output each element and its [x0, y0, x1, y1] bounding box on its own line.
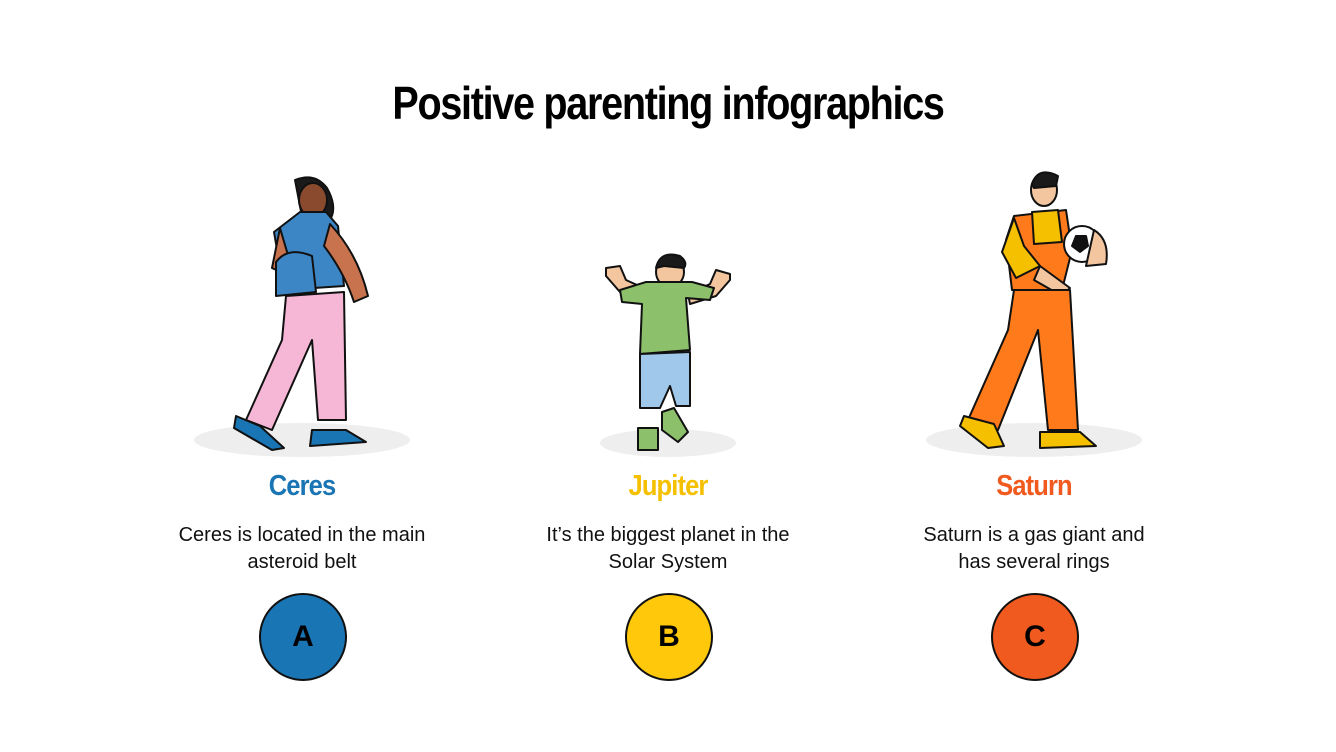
- man-figure: [959, 171, 1108, 449]
- title: Positive parenting infographics: [392, 77, 945, 129]
- item-letter: B: [625, 593, 713, 681]
- item-name: Saturn: [996, 470, 1072, 502]
- item-description: It’s the biggest planet in the Solar Sys…: [546, 524, 790, 573]
- item-description: Saturn is a gas giant and has several ri…: [923, 524, 1145, 573]
- item-description: Ceres is located in the main asteroid be…: [178, 524, 426, 573]
- item-name: Ceres: [268, 470, 336, 502]
- illustrations: [194, 171, 1142, 457]
- woman-figure: [233, 176, 369, 451]
- boy-figure: [605, 253, 731, 451]
- item-name: Jupiter: [628, 470, 709, 502]
- item-letter: C: [991, 593, 1079, 681]
- item-letter: A: [259, 593, 347, 681]
